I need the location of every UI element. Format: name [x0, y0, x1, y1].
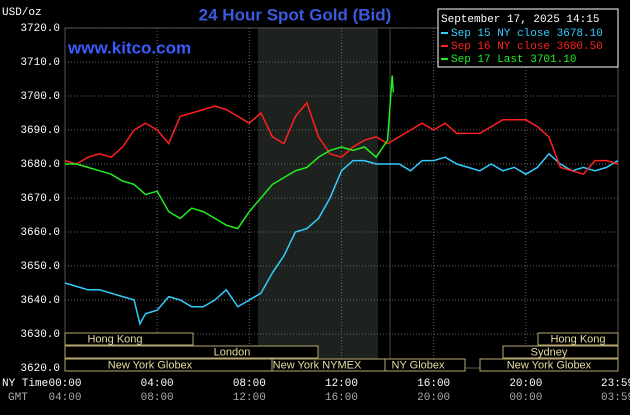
x-tick-label: 08:00: [233, 378, 266, 390]
y-tick-label: 3680.0: [20, 159, 60, 171]
timestamp: September 17, 2025 14:15: [441, 14, 599, 26]
session-label: New York NYMEX: [273, 359, 362, 371]
session-label: NY Globex: [392, 359, 445, 371]
x-tick-label: 16:00: [417, 378, 450, 390]
legend-label: Sep 15 NY close 3678.10: [451, 28, 603, 40]
session-box: [64, 332, 194, 346]
legend-box: [437, 8, 619, 68]
x2-tick-label: 16:00: [325, 392, 358, 404]
session-label: New York Globex: [108, 359, 193, 371]
session-label: Sydney: [531, 346, 568, 358]
price-line: [64, 101, 619, 176]
y-tick-label: 3670.0: [20, 193, 60, 205]
x2-tick-label: 12:00: [233, 392, 266, 404]
y-tick-label: 3650.0: [20, 261, 60, 273]
session-label: London: [214, 346, 251, 358]
y-tick-label: 3660.0: [20, 227, 60, 239]
y-tick-label: 3720.0: [20, 23, 60, 35]
y-unit: USD/oz: [2, 7, 42, 19]
x-tick-label: 04:00: [141, 378, 174, 390]
x2-tick-label: 00:00: [509, 392, 542, 404]
session-box: [479, 358, 619, 372]
session-label: New York Globex: [507, 359, 592, 371]
price-line: [65, 75, 395, 230]
x2-row-label: GMT: [8, 392, 28, 404]
lines: [64, 75, 619, 326]
x-tick-label: 00:00: [48, 378, 81, 390]
chart-title: 24 Hour Spot Gold (Bid): [199, 5, 392, 24]
y-tick-label: 3620.0: [20, 363, 60, 375]
watermark: www.kitco.com: [67, 38, 191, 57]
session-label: Hong Kong: [87, 333, 142, 345]
session-box: [384, 358, 466, 372]
sessions: Hong Kong Hong Kong London Sydney New Yo…: [64, 332, 619, 372]
y-tick-label: 3640.0: [20, 295, 60, 307]
legend-label: Sep 16 NY close 3680.50: [451, 41, 603, 53]
session-box: [502, 345, 619, 359]
session-label: Hong Kong: [550, 333, 605, 345]
legend-label: Sep 17 Last 3701.10: [451, 54, 576, 66]
x2-tick-label: 03:59: [601, 392, 630, 404]
x2-tick-label: 08:00: [141, 392, 174, 404]
x2-tick-label: 20:00: [417, 392, 450, 404]
x-tick-label: 20:00: [509, 378, 542, 390]
price-line: [64, 152, 619, 326]
session-box: [537, 332, 619, 346]
y-tick-label: 3630.0: [20, 329, 60, 341]
x-tick-label: 23:59: [601, 378, 630, 390]
x2-tick-label: 04:00: [48, 392, 81, 404]
y-tick-label: 3700.0: [20, 91, 60, 103]
session-box: [64, 345, 319, 359]
x-row-label: NY Time: [2, 378, 48, 390]
y-tick-label: 3710.0: [20, 57, 60, 69]
y-tick-label: 3690.0: [20, 125, 60, 137]
x-tick-label: 12:00: [325, 378, 358, 390]
